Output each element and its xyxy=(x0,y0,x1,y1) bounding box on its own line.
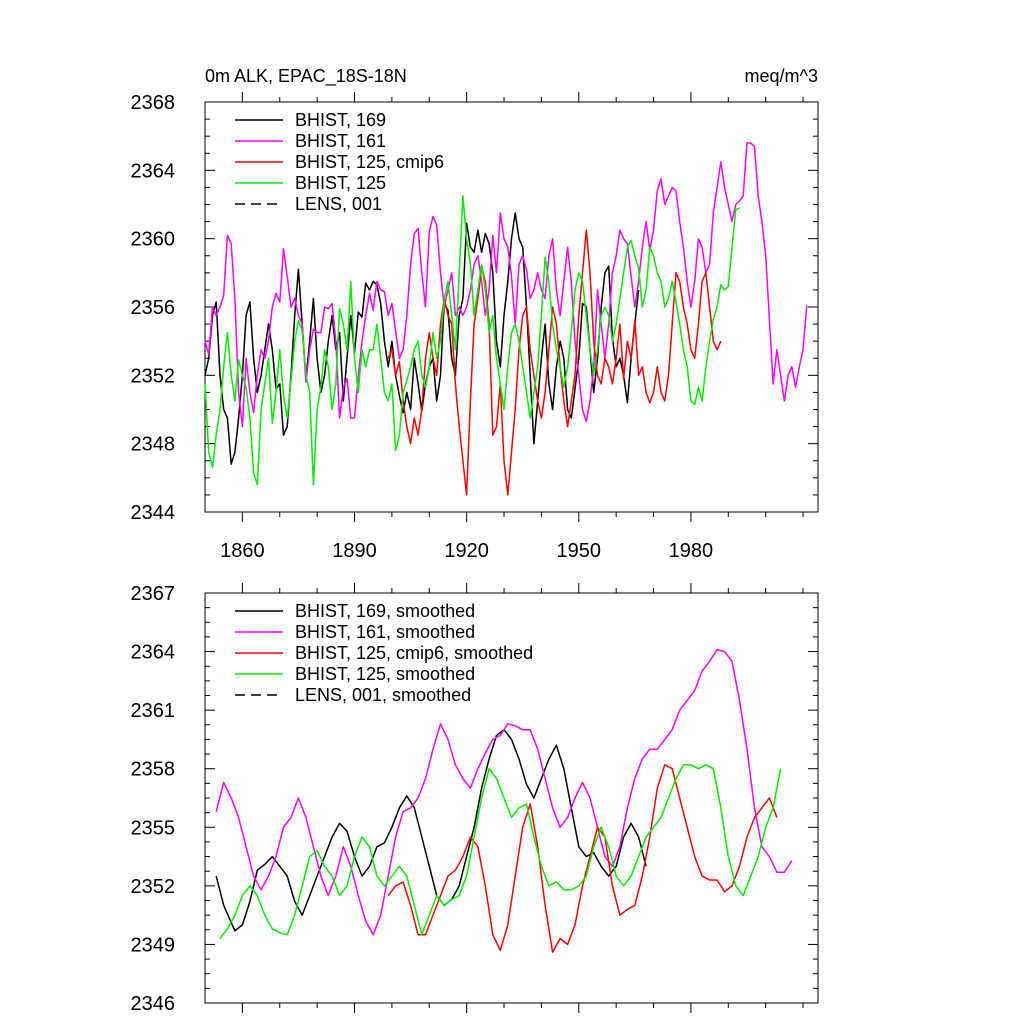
x-tick-label: 1920 xyxy=(444,540,489,562)
series-line-bhist-125-smoothed xyxy=(219,764,782,940)
chart-panel-2: 2346 2349 2352 2355 2358 2361 2364 2367 BHIST, 1… xyxy=(131,583,819,1015)
units-label: meq/m^3 xyxy=(745,66,818,86)
chart-title: 0m ALK, EPAC_18S-18N xyxy=(205,66,407,87)
y-tick-label: 2358 xyxy=(131,759,176,781)
x-tick-label: 1860 xyxy=(220,540,265,562)
y-tick-label: 2356 xyxy=(131,297,176,319)
y-tick-label: 2368 xyxy=(131,92,176,114)
y-tick-label: 2352 xyxy=(131,876,176,898)
legend-label: BHIST, 125, cmip6, smoothed xyxy=(295,643,533,663)
y-tick-label: 2367 xyxy=(131,583,176,605)
legend-label: BHIST, 125, smoothed xyxy=(295,664,475,684)
y-tick-label: 2361 xyxy=(131,700,176,722)
legend-label: BHIST, 161, smoothed xyxy=(295,622,475,642)
legend-label: BHIST, 169 xyxy=(295,110,386,130)
series-line-bhist-161-smoothed xyxy=(215,648,793,936)
y-tick-label: 2360 xyxy=(131,229,176,251)
x-tick-label: 1890 xyxy=(332,540,377,562)
y-tick-label: 2352 xyxy=(131,365,176,387)
legend-label: BHIST, 161 xyxy=(295,131,386,151)
y-tick-label: 2349 xyxy=(131,934,176,956)
x-tick-label: 1980 xyxy=(669,540,714,562)
legend-label: LENS, 001, smoothed xyxy=(295,685,471,705)
legend-label: BHIST, 169, smoothed xyxy=(295,601,475,621)
series-line-bhist-125 xyxy=(204,195,740,486)
y-tick-label: 2355 xyxy=(131,817,176,839)
series-line-bhist-169 xyxy=(204,212,640,465)
legend-label: BHIST, 125 xyxy=(295,173,386,193)
y-tick-label: 2346 xyxy=(131,993,176,1015)
legend-label: LENS, 001 xyxy=(295,194,382,214)
y-tick-label: 2344 xyxy=(131,502,176,524)
series-line-bhist-125-cmip6-smoothed xyxy=(387,764,778,953)
y-tick-label: 2364 xyxy=(131,642,176,664)
x-tick-label: 1950 xyxy=(557,540,602,562)
chart-panel-1: 0m ALK, EPAC_18S-18N meq/m^3 2344 2348 2352 2… xyxy=(131,66,819,562)
series-line-bhist-169-smoothed xyxy=(215,728,647,932)
legend-label: BHIST, 125, cmip6 xyxy=(295,152,444,172)
y-tick-label: 2364 xyxy=(131,160,176,182)
y-tick-label: 2348 xyxy=(131,434,176,456)
